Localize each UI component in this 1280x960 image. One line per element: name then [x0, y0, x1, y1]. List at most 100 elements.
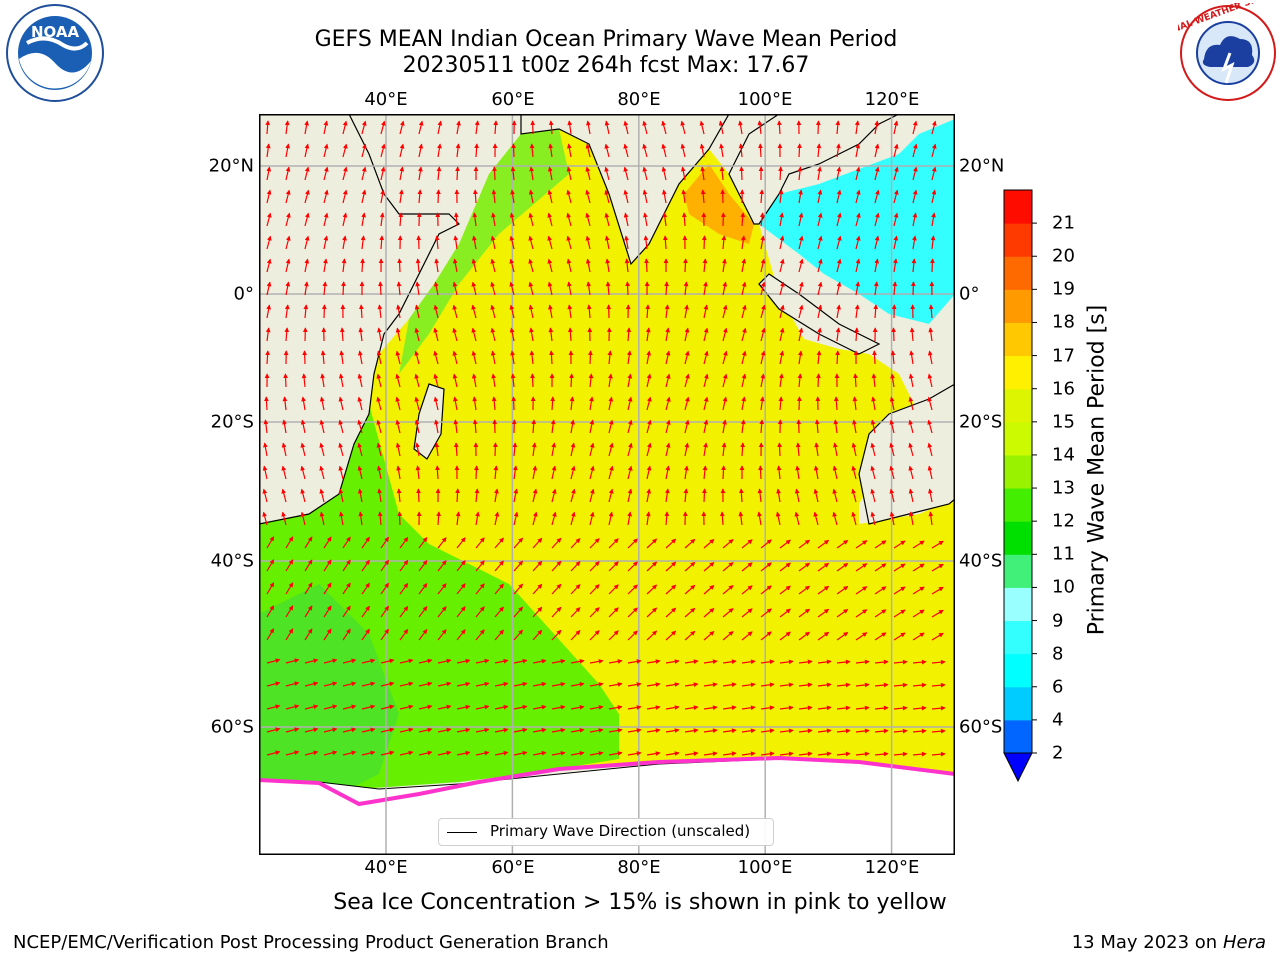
wave-direction-arrow [357, 350, 363, 365]
wave-direction-arrow [509, 281, 515, 296]
wave-direction-arrow [741, 396, 747, 411]
colorbar-tick-label: 16 [1052, 378, 1075, 400]
colorbar-segment [1004, 488, 1032, 522]
wave-direction-arrow [623, 189, 629, 204]
wave-direction-arrow [532, 658, 547, 664]
wave-direction-arrow [740, 212, 746, 227]
wave-direction-arrow [589, 607, 600, 618]
wave-direction-arrow [399, 704, 414, 710]
wave-direction-arrow [627, 561, 638, 572]
wave-direction-arrow [909, 511, 914, 526]
wave-direction-arrow [817, 539, 830, 549]
wave-direction-arrow [702, 488, 707, 503]
wave-direction-arrow [703, 327, 709, 342]
wave-direction-arrow [494, 511, 500, 526]
wave-direction-arrow [570, 561, 581, 572]
wave-direction-arrow [890, 350, 896, 365]
wave-direction-arrow [437, 583, 447, 595]
wave-direction-arrow [510, 350, 515, 365]
wave-direction-arrow [472, 189, 478, 204]
wave-direction-arrow [491, 396, 497, 411]
wave-direction-arrow [475, 658, 490, 664]
wave-direction-arrow [509, 258, 515, 273]
wave-direction-arrow [703, 561, 715, 572]
wave-direction-arrow [418, 559, 428, 572]
wave-direction-arrow [361, 189, 367, 204]
wave-direction-arrow [855, 563, 868, 572]
wave-direction-arrow [889, 396, 895, 411]
wave-direction-arrow [361, 166, 367, 181]
wave-direction-arrow [433, 327, 439, 342]
wave-direction-arrow [703, 728, 718, 734]
wave-direction-arrow [798, 212, 804, 227]
wave-direction-arrow [703, 659, 718, 665]
wave-direction-arrow [494, 583, 504, 595]
wave-direction-arrow [266, 559, 275, 572]
wave-direction-arrow [304, 235, 310, 250]
wave-direction-arrow [474, 143, 480, 158]
wave-direction-arrow [475, 606, 485, 618]
wave-direction-arrow [418, 727, 433, 733]
wave-direction-arrow [927, 488, 933, 503]
wave-direction-arrow [684, 751, 699, 756]
wave-direction-arrow [855, 632, 868, 641]
wave-direction-arrow [304, 281, 309, 296]
wave-direction-arrow [361, 120, 367, 135]
wave-direction-arrow [722, 682, 737, 688]
wave-direction-arrow [455, 488, 460, 503]
wave-direction-arrow [912, 143, 918, 158]
wave-direction-arrow [683, 281, 689, 296]
wave-direction-arrow [569, 373, 574, 388]
wave-direction-arrow [585, 166, 591, 181]
wave-direction-arrow [741, 373, 747, 388]
wave-direction-arrow [418, 704, 433, 710]
wave-direction-arrow [300, 465, 306, 480]
wave-direction-arrow [627, 607, 638, 618]
wave-direction-arrow [912, 659, 927, 665]
wave-direction-arrow [604, 212, 610, 227]
wave-direction-arrow [395, 327, 401, 342]
wave-direction-arrow [836, 586, 849, 595]
wave-direction-arrow [589, 538, 600, 549]
wave-direction-arrow [570, 704, 585, 710]
wave-direction-arrow [741, 350, 747, 365]
wave-direction-arrow [361, 727, 376, 733]
wave-direction-arrow [684, 304, 689, 319]
wave-direction-arrow [817, 682, 832, 688]
wave-direction-arrow [684, 630, 696, 641]
wave-direction-arrow [380, 658, 395, 664]
wave-direction-arrow [304, 120, 309, 135]
wave-direction-arrow [589, 396, 594, 411]
wave-direction-arrow [798, 539, 811, 549]
wave-direction-arrow [300, 419, 306, 434]
wave-direction-arrow [664, 304, 670, 319]
wave-direction-arrow [646, 419, 652, 434]
wave-direction-arrow [567, 304, 573, 319]
wave-direction-arrow [547, 281, 553, 296]
wave-direction-arrow [816, 373, 821, 388]
legend-line-sample [447, 832, 477, 833]
wave-direction-arrow [304, 166, 310, 181]
wave-direction-arrow [342, 605, 351, 618]
wave-direction-arrow [491, 189, 497, 204]
wave-direction-arrow [396, 304, 401, 319]
wave-direction-arrow [547, 166, 553, 181]
wave-direction-arrow [379, 235, 385, 250]
wave-direction-arrow [893, 189, 899, 204]
wave-direction-arrow [604, 189, 610, 204]
wave-direction-arrow [778, 373, 784, 388]
wave-direction-arrow [474, 120, 480, 135]
wave-direction-arrow [589, 511, 595, 526]
wave-direction-arrow [836, 705, 851, 711]
wave-direction-arrow [703, 584, 715, 595]
wave-direction-arrow [530, 373, 535, 388]
wave-direction-arrow [702, 465, 708, 480]
wave-direction-arrow [266, 304, 272, 319]
wave-direction-arrow [588, 350, 593, 365]
wave-direction-arrow [665, 465, 671, 480]
wave-direction-arrow [285, 143, 291, 158]
wave-direction-arrow [360, 258, 365, 273]
wave-direction-arrow [589, 465, 595, 480]
wave-direction-arrow [798, 682, 813, 688]
wave-direction-arrow [912, 705, 927, 711]
